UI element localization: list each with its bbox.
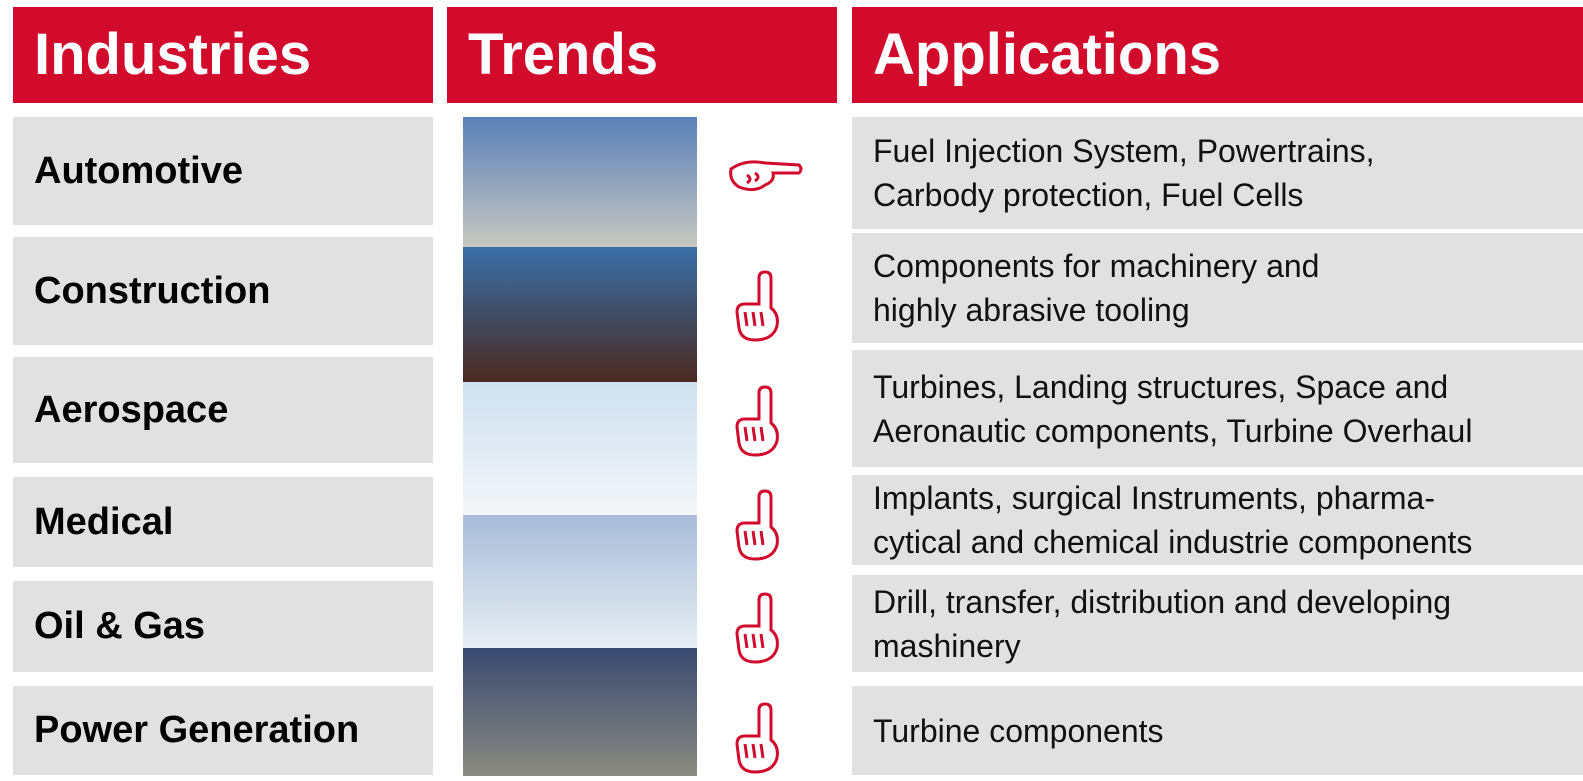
application-cell: Fuel Injection System, Powertrains,Carbo…: [852, 117, 1583, 229]
industry-cell: Automotive: [13, 117, 433, 225]
header-industries: Industries: [13, 7, 433, 103]
application-line: Carbody protection, Fuel Cells: [873, 173, 1303, 217]
trend-icon: [725, 151, 805, 206]
hand-up: [725, 590, 785, 665]
header-trends: Trends: [447, 7, 837, 103]
trend-photo: [463, 247, 697, 382]
trend-icon: [725, 487, 785, 567]
trend-icon: [725, 700, 785, 780]
application-cell: Implants, surgical Instruments, pharma-c…: [852, 475, 1583, 565]
trend-icon: [725, 383, 785, 463]
trend-icon: [725, 268, 785, 348]
hand-up: [725, 268, 785, 343]
application-line: highly abrasive tooling: [873, 288, 1190, 332]
page: Industries Trends Applications Automotiv…: [0, 0, 1583, 781]
trend-icon: [725, 590, 785, 670]
hand-up: [725, 700, 785, 775]
industry-cell: Oil & Gas: [13, 581, 433, 672]
trend-photo: [463, 515, 697, 648]
application-line: mashinery: [873, 624, 1021, 668]
application-line: Drill, transfer, distribution and develo…: [873, 580, 1451, 624]
hand-right: [725, 151, 805, 201]
hand-up: [725, 487, 785, 562]
industry-cell: Construction: [13, 237, 433, 345]
application-line: Turbines, Landing structures, Space and: [873, 365, 1448, 409]
hand-up: [725, 383, 785, 458]
application-line: cytical and chemical industrie component…: [873, 520, 1472, 564]
application-cell: Drill, transfer, distribution and develo…: [852, 575, 1583, 672]
application-line: Turbine components: [873, 709, 1164, 753]
trend-photo: [463, 648, 697, 776]
application-line: Fuel Injection System, Powertrains,: [873, 129, 1375, 173]
trend-photo: [463, 117, 697, 247]
industry-cell: Power Generation: [13, 686, 433, 775]
application-cell: Turbine components: [852, 686, 1583, 775]
application-line: Components for machinery and: [873, 244, 1319, 288]
trend-photo: [463, 382, 697, 515]
application-line: Implants, surgical Instruments, pharma-: [873, 476, 1435, 520]
header-applications: Applications: [852, 7, 1583, 103]
industry-cell: Medical: [13, 477, 433, 567]
application-line: Aeronautic components, Turbine Overhaul: [873, 409, 1472, 453]
industry-cell: Aerospace: [13, 357, 433, 463]
